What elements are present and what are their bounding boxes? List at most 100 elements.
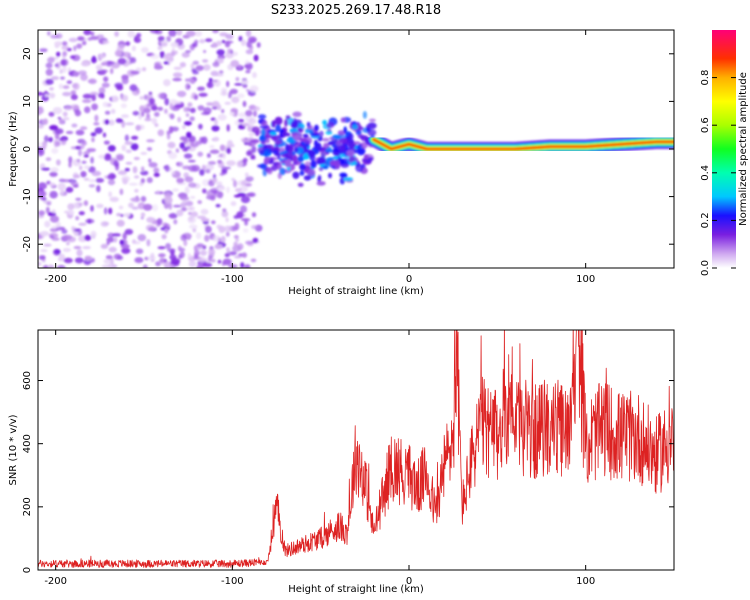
noise-blob [211, 125, 220, 132]
colorbar-tick-label: 0.2 [700, 212, 711, 228]
noise-blob [200, 218, 210, 222]
noise-blob [146, 177, 153, 184]
onset-blob [290, 120, 299, 129]
noise-blob [151, 105, 158, 111]
noise-blob [177, 116, 182, 123]
noise-blob [40, 249, 48, 253]
noise-blob [110, 174, 117, 179]
noise-blob [188, 224, 198, 229]
noise-blob [218, 70, 224, 74]
noise-blob [195, 232, 202, 240]
colorbar-tick-label: 0.0 [700, 260, 711, 276]
noise-blob [143, 107, 151, 114]
noise-blob [210, 79, 218, 83]
onset-blob [331, 134, 342, 139]
noise-blob [179, 196, 190, 201]
onset-blob [325, 130, 333, 135]
y-tick-label: 400 [22, 434, 33, 453]
noise-blob [120, 244, 130, 249]
onset-blob [270, 135, 278, 141]
noise-blob [235, 238, 240, 242]
noise-blob [79, 202, 83, 207]
noise-blob [199, 169, 205, 176]
noise-blob [252, 72, 257, 79]
noise-blob [166, 132, 171, 140]
noise-blob [132, 166, 138, 174]
noise-blob [44, 135, 49, 143]
noise-blob [76, 249, 83, 257]
noise-blob [176, 161, 184, 167]
noise-blob [111, 95, 119, 103]
noise-blob [185, 83, 191, 91]
snr-x-axis: -200 -100 0 100 [44, 330, 595, 587]
noise-blob [156, 190, 160, 195]
onset-blob [353, 141, 361, 145]
noise-blob [114, 50, 122, 57]
noise-blob [88, 78, 97, 85]
onset-blob [322, 137, 330, 142]
noise-blob [43, 243, 52, 247]
noise-blob [251, 145, 257, 154]
noise-blob [190, 141, 195, 147]
noise-blob [244, 172, 249, 178]
noise-blob [81, 140, 87, 146]
noise-blob [158, 253, 166, 258]
noise-blob [70, 182, 79, 186]
noise-blob [235, 77, 240, 82]
noise-blob [70, 90, 77, 95]
noise-blob [152, 204, 159, 212]
onset-blob [303, 152, 310, 160]
noise-blob [124, 141, 134, 146]
noise-blob [63, 106, 73, 111]
x-tick-label: 0 [406, 576, 412, 587]
noise-blob [45, 62, 53, 69]
noise-blob [66, 80, 73, 85]
noise-blob [73, 45, 77, 52]
noise-blob [233, 180, 237, 188]
noise-blob [183, 153, 193, 159]
noise-blob [83, 154, 89, 158]
noise-blob [90, 132, 97, 137]
noise-blob [96, 66, 103, 71]
noise-blob [157, 45, 163, 51]
onset-blob [365, 124, 370, 129]
x-tick-label: -200 [44, 576, 67, 587]
noise-blob [74, 257, 84, 264]
noise-blob [76, 43, 83, 49]
noise-blob [183, 239, 188, 247]
noise-blob [128, 202, 134, 208]
onset-blob [279, 147, 285, 153]
noise-blob [225, 217, 229, 223]
noise-blob [228, 251, 237, 256]
noise-blob [212, 42, 217, 47]
noise-blob [209, 149, 220, 154]
onset-blob [304, 128, 311, 134]
noise-blob [187, 102, 193, 108]
noise-blob [65, 186, 74, 193]
noise-blob [103, 207, 108, 215]
noise-blob [83, 30, 92, 36]
noise-blob [189, 107, 196, 113]
noise-blob [91, 103, 98, 111]
noise-blob [110, 108, 116, 114]
onset-blob [339, 172, 348, 178]
noise-blob [146, 147, 153, 151]
noise-blob [49, 215, 60, 223]
noise-blob [245, 110, 253, 117]
noise-blob [125, 41, 131, 46]
noise-blob [99, 53, 105, 59]
onset-blob [297, 182, 304, 187]
noise-blob [230, 144, 235, 148]
noise-blob [108, 119, 115, 126]
noise-blob [70, 104, 80, 110]
onset-blob [303, 143, 310, 148]
noise-blob [238, 118, 245, 123]
noise-blob [187, 165, 197, 172]
noise-blob [67, 209, 75, 216]
noise-blob [256, 42, 261, 48]
noise-blob [157, 129, 165, 137]
noise-blob [194, 39, 199, 45]
noise-blob [172, 204, 182, 208]
onset-blob [329, 160, 337, 166]
